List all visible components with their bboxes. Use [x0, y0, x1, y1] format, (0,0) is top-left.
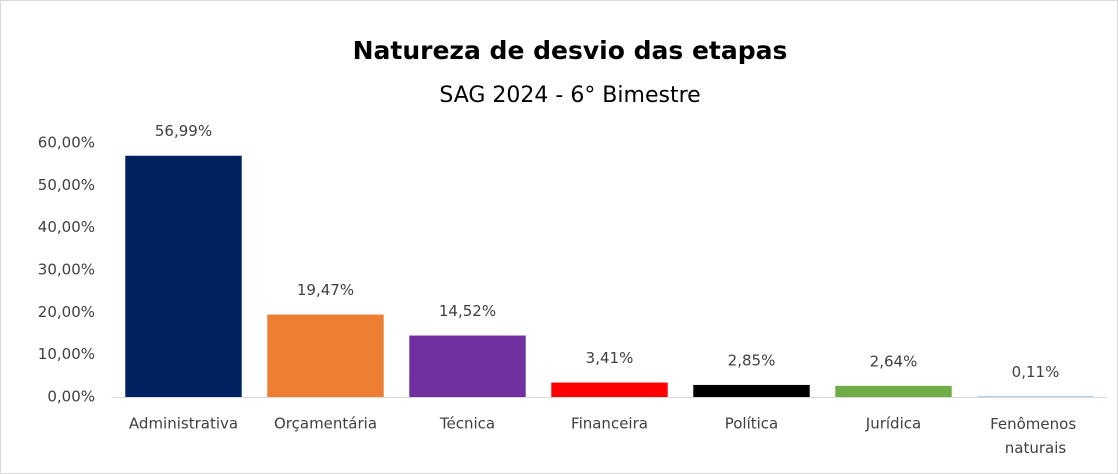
bar	[835, 385, 952, 397]
data-label: 14,52%	[439, 302, 496, 320]
x-tick-label: Política	[725, 415, 779, 433]
data-label: 0,11%	[1012, 363, 1060, 381]
x-tick-label: Técnica	[439, 415, 495, 433]
bar	[551, 382, 668, 397]
data-label: 56,99%	[155, 122, 212, 140]
bar	[409, 335, 526, 397]
x-tick-label: Jurídica	[865, 415, 921, 433]
chart-subtitle: SAG 2024 - 6° Bimestre	[439, 83, 700, 108]
y-tick-label: 0,00%	[47, 388, 95, 406]
y-tick-label: 20,00%	[38, 303, 95, 321]
y-tick-label: 50,00%	[38, 176, 95, 194]
data-label: 2,64%	[870, 352, 918, 370]
x-tick-label: Fenômenos naturais	[990, 415, 1081, 457]
data-label: 19,47%	[297, 281, 354, 299]
chart-title: Natureza de desvio das etapas	[353, 36, 788, 65]
bar	[125, 155, 242, 397]
y-tick-label: 10,00%	[38, 345, 95, 363]
x-tick-label: Financeira	[571, 415, 648, 433]
data-label: 3,41%	[586, 349, 634, 367]
x-tick-label: Orçamentária	[274, 415, 377, 433]
bar	[267, 314, 384, 397]
y-tick-label: 30,00%	[38, 261, 95, 279]
data-label: 2,85%	[728, 351, 776, 369]
x-tick-label: Administrativa	[129, 415, 238, 433]
y-tick-label: 60,00%	[38, 134, 95, 152]
bar	[693, 384, 810, 397]
y-tick-label: 40,00%	[38, 218, 95, 236]
